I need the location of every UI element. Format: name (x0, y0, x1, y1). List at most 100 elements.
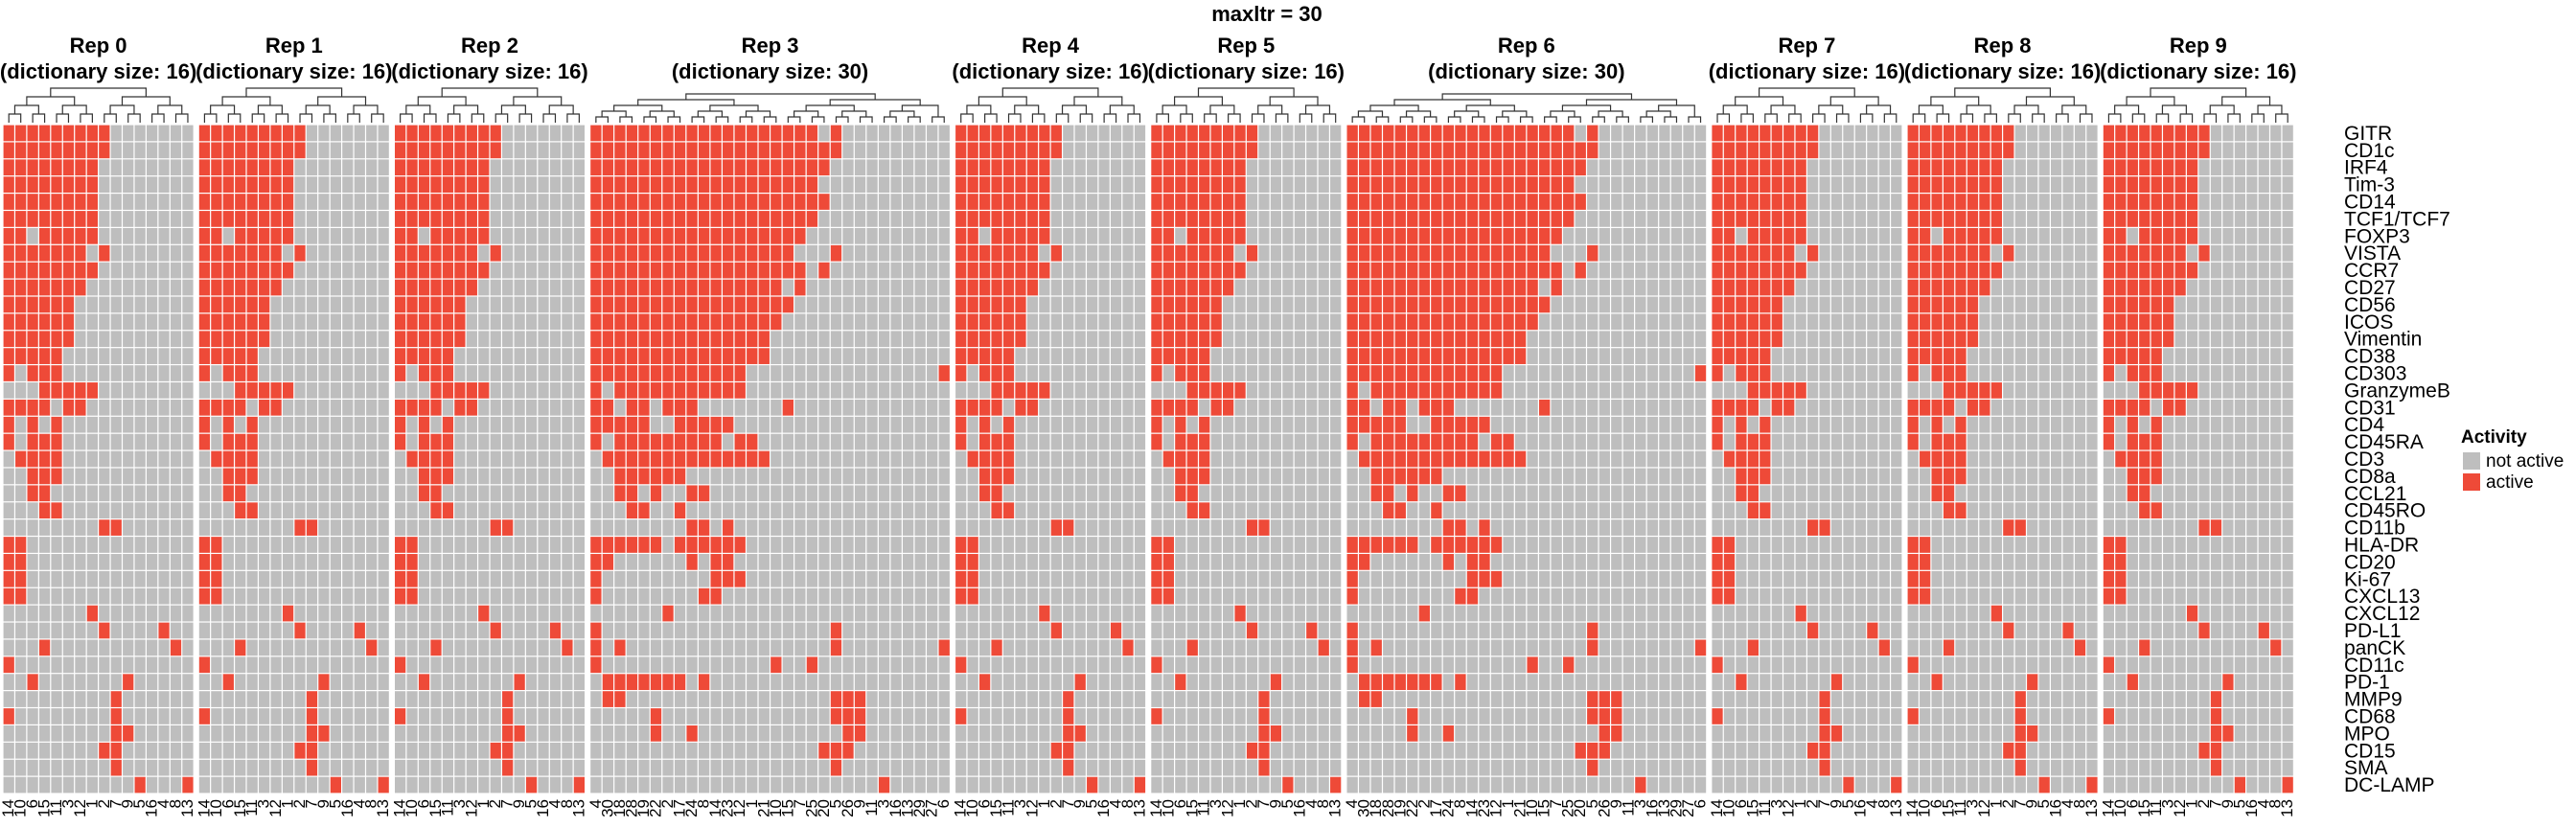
cell-not-active (354, 759, 365, 776)
cell-not-active (1039, 279, 1050, 296)
cell-not-active (99, 691, 110, 707)
cell-active (955, 348, 967, 364)
cell-active (1551, 142, 1562, 159)
cell-not-active (134, 348, 146, 364)
cell-not-active (1039, 708, 1050, 724)
cell-not-active (1002, 622, 1015, 639)
cell-active (1455, 227, 1466, 244)
cell-active (1442, 211, 1455, 227)
cell-not-active (147, 708, 158, 724)
cell-not-active (914, 365, 926, 381)
cell-active (723, 570, 734, 587)
cell-not-active (1134, 382, 1146, 399)
cell-not-active (235, 554, 246, 570)
cell-not-active (1306, 691, 1318, 707)
cell-not-active (782, 537, 794, 553)
cell-active (955, 159, 967, 176)
cell-not-active (890, 279, 902, 296)
cell-not-active (562, 348, 573, 364)
cell-active (590, 211, 602, 227)
cell-not-active (1122, 262, 1134, 279)
cell-active (1442, 399, 1455, 416)
cell-not-active (830, 262, 842, 279)
cell-not-active (1622, 296, 1635, 313)
cell-not-active (1306, 537, 1318, 553)
cell-not-active (674, 639, 686, 656)
cell-not-active (99, 570, 110, 587)
cell-active (1370, 313, 1382, 331)
cell-not-active (1694, 416, 1707, 433)
cell-not-active (1175, 382, 1186, 399)
cell-not-active (902, 639, 914, 656)
cell-active (1258, 519, 1270, 536)
cell-not-active (294, 502, 306, 519)
cell-active (686, 554, 698, 570)
cell-active (782, 194, 794, 210)
cell-not-active (1370, 399, 1382, 416)
cell-active (430, 159, 442, 176)
cell-not-active (502, 159, 514, 176)
cell-active (770, 227, 782, 244)
cell-not-active (842, 296, 854, 313)
cell-active (1210, 159, 1222, 176)
cell-not-active (15, 691, 27, 707)
cell-active (782, 296, 794, 313)
cell-not-active (1151, 519, 1162, 536)
cell-not-active (1063, 587, 1074, 605)
cell-not-active (211, 605, 222, 622)
cell-not-active (282, 313, 294, 331)
cell-not-active (99, 227, 110, 244)
cell-active (270, 211, 282, 227)
cell-active (878, 776, 890, 794)
cell-not-active (562, 365, 573, 381)
cell-not-active (170, 416, 182, 433)
cell-not-active (866, 674, 878, 691)
cell-not-active (418, 776, 430, 794)
cell-not-active (466, 554, 477, 570)
cell-active (62, 227, 75, 244)
cell-not-active (1563, 348, 1575, 364)
column-label: 16 (338, 799, 356, 817)
cell-not-active (378, 656, 389, 674)
cell-active (1175, 262, 1186, 279)
cell-not-active (198, 605, 211, 622)
cell-not-active (330, 176, 341, 193)
cell-active (967, 125, 978, 142)
cell-not-active (1087, 365, 1098, 381)
cell-not-active (123, 159, 134, 176)
cell-active (1151, 296, 1162, 313)
cell-not-active (562, 211, 573, 227)
cell-not-active (478, 331, 490, 348)
cell-not-active (902, 554, 914, 570)
cell-active (1394, 194, 1406, 210)
column-label: 15 (35, 799, 54, 817)
cell-not-active (378, 382, 389, 399)
cell-not-active (235, 759, 246, 776)
cell-active (650, 348, 662, 364)
cell-active (723, 313, 734, 331)
cell-not-active (549, 674, 562, 691)
cell-not-active (549, 262, 562, 279)
cell-not-active (991, 776, 1002, 794)
cell-not-active (182, 433, 194, 450)
cell-not-active (650, 759, 662, 776)
cell-not-active (927, 365, 938, 381)
cell-active (15, 159, 27, 176)
cell-not-active (914, 554, 926, 570)
cell-not-active (1306, 485, 1318, 502)
cell-not-active (1659, 365, 1670, 381)
cell-not-active (134, 674, 146, 691)
cell-active (1514, 331, 1527, 348)
cell-not-active (562, 125, 573, 142)
column-label: 4 (1302, 799, 1321, 808)
cell-not-active (662, 725, 674, 742)
cell-active (602, 399, 614, 416)
cell-not-active (1598, 125, 1610, 142)
cell-not-active (854, 519, 866, 536)
cell-not-active (1087, 725, 1098, 742)
cell-not-active (626, 759, 638, 776)
cell-active (1514, 159, 1527, 176)
cell-not-active (62, 759, 75, 776)
cell-active (698, 519, 710, 536)
cell-not-active (1294, 639, 1305, 656)
